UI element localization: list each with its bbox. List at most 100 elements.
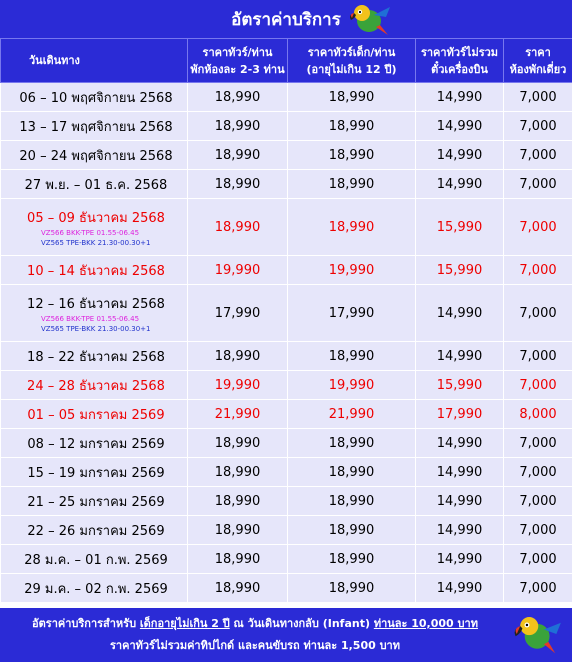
cell-adult-price: 18,990: [187, 169, 288, 199]
cell-travel-date: 01 – 05 มกราคม 2569: [0, 399, 188, 429]
cell-child-price: 18,990: [287, 198, 416, 256]
header-adult-price: ราคาทัวร์/ท่าน พักห้องละ 2-3 ท่าน: [187, 38, 288, 83]
outbound-flight: VZ566 BKK-TPE 01.55-06.45: [41, 228, 140, 237]
cell-travel-date: 27 พ.ย. – 01 ธ.ค. 2568: [0, 169, 188, 199]
cell-single-room-price: 7,000: [503, 515, 572, 545]
cell-travel-date: 24 – 28 ธันวาคม 2568: [0, 370, 188, 400]
cell-travel-date: 05 – 09 ธันวาคม 2568 VZ566 BKK-TPE 01.55-…: [0, 198, 188, 256]
table-row: 10 – 14 ธันวาคม 2568 19,990 19,990 15,990 7,…: [0, 255, 572, 285]
travel-date: 13 – 17 พฤศจิกายน 2568: [19, 119, 173, 135]
cell-travel-date: 21 – 25 มกราคม 2569: [0, 486, 188, 516]
footer-notes: อัตราค่าบริการสำหรับ เด็กอายุไม่เกิน 2 ป…: [0, 608, 572, 662]
cell-travel-date: 28 ม.ค. – 01 ก.พ. 2569: [0, 544, 188, 574]
cell-adult-price: 18,990: [187, 457, 288, 487]
travel-date: 12 – 16 ธันวาคม 2568: [27, 296, 165, 312]
cell-travel-date: 22 – 26 มกราคม 2569: [0, 515, 188, 545]
cell-no-ticket-price: 14,990: [415, 341, 504, 371]
parrot-icon: [350, 5, 390, 35]
return-flight: VZ565 TPE-BKK 21.30-00.30+1: [41, 238, 151, 247]
cell-adult-price: 18,990: [187, 486, 288, 516]
travel-date: 24 – 28 ธันวาคม 2568: [27, 378, 165, 394]
table-row: 15 – 19 มกราคม 2569 18,990 18,990 14,990 7,0…: [0, 457, 572, 487]
cell-adult-price: 18,990: [187, 82, 288, 112]
cell-travel-date: 13 – 17 พฤศจิกายน 2568: [0, 111, 188, 141]
outbound-flight: VZ566 BKK-TPE 01.55-06.45: [41, 314, 140, 323]
travel-date: 08 – 12 มกราคม 2569: [27, 436, 165, 452]
cell-adult-price: 18,990: [187, 198, 288, 256]
travel-date: 15 – 19 มกราคม 2569: [27, 465, 165, 481]
cell-travel-date: 08 – 12 มกราคม 2569: [0, 428, 188, 458]
cell-no-ticket-price: 15,990: [415, 198, 504, 256]
cell-single-room-price: 7,000: [503, 428, 572, 458]
cell-adult-price: 18,990: [187, 111, 288, 141]
cell-single-room-price: 7,000: [503, 486, 572, 516]
travel-date: 28 ม.ค. – 01 ก.พ. 2569: [24, 552, 168, 568]
cell-no-ticket-price: 14,990: [415, 169, 504, 199]
table-row: 21 – 25 มกราคม 2569 18,990 18,990 14,990 7,0…: [0, 486, 572, 516]
cell-no-ticket-price: 14,990: [415, 573, 504, 603]
cell-no-ticket-price: 14,990: [415, 428, 504, 458]
cell-adult-price: 17,990: [187, 284, 288, 342]
header-date: วันเดินทาง: [0, 38, 188, 83]
cell-child-price: 18,990: [287, 428, 416, 458]
cell-no-ticket-price: 15,990: [415, 255, 504, 285]
cell-single-room-price: 8,000: [503, 399, 572, 429]
cell-child-price: 18,990: [287, 140, 416, 170]
cell-single-room-price: 7,000: [503, 198, 572, 256]
infant-price-note: อัตราค่าบริการสำหรับ เด็กอายุไม่เกิน 2 ป…: [32, 617, 478, 630]
table-row: 28 ม.ค. – 01 ก.พ. 2569 18,990 18,990 14,990…: [0, 544, 572, 574]
table-row: 22 – 26 มกราคม 2569 18,990 18,990 14,990 7,0…: [0, 515, 572, 545]
cell-single-room-price: 7,000: [503, 255, 572, 285]
cell-adult-price: 18,990: [187, 140, 288, 170]
table-row: 01 – 05 มกราคม 2569 21,990 21,990 17,990 8,0…: [0, 399, 572, 429]
cell-adult-price: 18,990: [187, 428, 288, 458]
cell-travel-date: 18 – 22 ธันวาคม 2568: [0, 341, 188, 371]
cell-adult-price: 18,990: [187, 573, 288, 603]
cell-child-price: 18,990: [287, 573, 416, 603]
cell-single-room-price: 7,000: [503, 111, 572, 141]
travel-date: 06 – 10 พฤศจิกายน 2568: [19, 90, 173, 106]
cell-single-room-price: 7,000: [503, 457, 572, 487]
cell-travel-date: 06 – 10 พฤศจิกายน 2568: [0, 82, 188, 112]
header-child-price: ราคาทัวร์เด็ก/ท่าน (อายุไม่เกิน 12 ปี): [287, 38, 416, 83]
cell-child-price: 18,990: [287, 486, 416, 516]
cell-travel-date: 15 – 19 มกราคม 2569: [0, 457, 188, 487]
table-row: 29 ม.ค. – 02 ก.พ. 2569 18,990 18,990 14,990…: [0, 573, 572, 603]
cell-travel-date: 29 ม.ค. – 02 ก.พ. 2569: [0, 573, 188, 603]
return-flight: VZ565 TPE-BKK 21.30-00.30+1: [41, 324, 151, 333]
price-table: วันเดินทาง ราคาทัวร์/ท่าน พักห้องละ 2-3 ท…: [0, 38, 572, 603]
cell-child-price: 19,990: [287, 255, 416, 285]
cell-no-ticket-price: 14,990: [415, 140, 504, 170]
cell-child-price: 21,990: [287, 399, 416, 429]
travel-date: 10 – 14 ธันวาคม 2568: [27, 263, 165, 279]
cell-no-ticket-price: 14,990: [415, 284, 504, 342]
title-bar: อัตราค่าบริการ: [0, 0, 572, 38]
cell-adult-price: 18,990: [187, 515, 288, 545]
cell-no-ticket-price: 14,990: [415, 544, 504, 574]
parrot-icon: [514, 617, 561, 654]
cell-no-ticket-price: 15,990: [415, 370, 504, 400]
cell-child-price: 18,990: [287, 457, 416, 487]
travel-date: 20 – 24 พฤศจิกายน 2568: [19, 148, 173, 164]
cell-single-room-price: 7,000: [503, 140, 572, 170]
table-row: 20 – 24 พฤศจิกายน 2568 18,990 18,990 14,990…: [0, 140, 572, 170]
cell-adult-price: 21,990: [187, 399, 288, 429]
travel-date: 01 – 05 มกราคม 2569: [27, 407, 165, 423]
cell-child-price: 19,990: [287, 370, 416, 400]
travel-date: 18 – 22 ธันวาคม 2568: [27, 349, 165, 365]
cell-single-room-price: 7,000: [503, 284, 572, 342]
cell-no-ticket-price: 14,990: [415, 515, 504, 545]
tip-note: ราคาทัวร์ไม่รวมค่าทิปไกด์ และคนขับรถ ท่า…: [110, 639, 400, 652]
cell-child-price: 18,990: [287, 341, 416, 371]
cell-single-room-price: 7,000: [503, 169, 572, 199]
travel-date: 29 ม.ค. – 02 ก.พ. 2569: [24, 581, 168, 597]
cell-adult-price: 19,990: [187, 370, 288, 400]
travel-date: 21 – 25 มกราคม 2569: [27, 494, 165, 510]
cell-single-room-price: 7,000: [503, 341, 572, 371]
table-row: 08 – 12 มกราคม 2569 18,990 18,990 14,990 7,0…: [0, 428, 572, 458]
cell-travel-date: 20 – 24 พฤศจิกายน 2568: [0, 140, 188, 170]
cell-child-price: 18,990: [287, 169, 416, 199]
table-row: 06 – 10 พฤศจิกายน 2568 18,990 18,990 14,990…: [0, 82, 572, 112]
cell-child-price: 18,990: [287, 111, 416, 141]
travel-date: 27 พ.ย. – 01 ธ.ค. 2568: [24, 177, 168, 193]
